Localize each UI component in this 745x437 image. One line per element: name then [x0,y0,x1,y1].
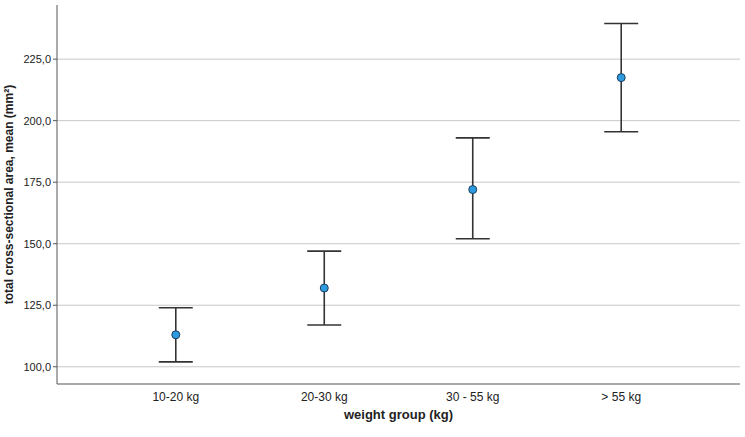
y-tick-label: 150,0 [23,238,51,250]
error-cap-upper [159,307,193,309]
error-cap-lower [307,324,341,326]
y-tick [53,59,57,60]
x-tick-label: 20-30 kg [301,390,348,404]
data-group [159,23,638,361]
grid-line [57,366,740,367]
error-bar [604,23,638,131]
error-cap-upper [456,137,490,139]
error-cap-lower [604,131,638,133]
error-bar [307,251,341,325]
y-tick [53,305,57,306]
y-tick-label: 200,0 [23,115,51,127]
y-tick-label: 175,0 [23,176,51,188]
mean-point [172,331,180,339]
error-cap-lower [159,361,193,363]
x-axis [57,384,740,385]
x-axis-label: weight group (kg) [343,407,453,422]
mean-point [617,74,625,82]
error-cap-upper [604,23,638,25]
grid-line [57,243,740,244]
x-tick-label: 10-20 kg [152,390,199,404]
error-bar [456,138,490,239]
chart: 100,0 125,0 150,0 175,0 200,0 225,0 10-20 kg 20… [0,0,745,437]
grid-line [57,305,740,306]
y-axis-label: total cross-sectional area, mean (mm²) [2,85,16,304]
grid-line [57,59,740,60]
y-tick-label: 125,0 [23,299,51,311]
mean-point [469,186,477,194]
x-tick-label: 30 - 55 kg [446,390,499,404]
error-cap-lower [456,238,490,240]
error-bar [159,308,193,362]
y-tick [53,120,57,121]
y-axis [57,5,58,384]
y-tick-label: 100,0 [23,361,51,373]
mean-point [320,284,328,292]
y-tick [53,182,57,183]
y-tick-label: 225,0 [23,53,51,65]
grid-line [57,182,740,183]
x-tick-label: > 55 kg [601,390,641,404]
y-tick [53,366,57,367]
error-cap-upper [307,250,341,252]
y-tick [53,243,57,244]
grid-line [57,120,740,121]
